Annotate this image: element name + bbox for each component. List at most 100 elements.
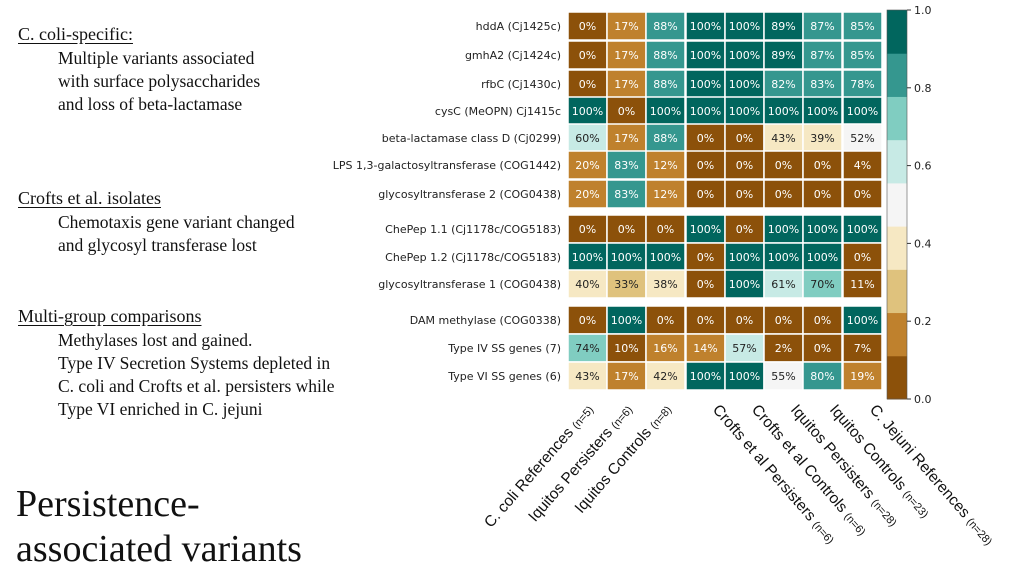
cell-value-label: 17% (614, 20, 638, 33)
heatmap-cell (567, 11, 608, 41)
row-label: hddA (Cj1425c) (476, 20, 561, 33)
cell-value-label: 33% (614, 278, 638, 291)
cell-value-label: 0% (814, 159, 831, 172)
heatmap-cell (567, 69, 608, 99)
cell-value-label: 17% (614, 49, 638, 62)
cell-value-label: 0% (697, 132, 714, 145)
cell-value-label: 0% (814, 314, 831, 327)
heatmap-cell (567, 96, 608, 126)
heatmap-cell (645, 96, 686, 126)
cell-value-label: 60% (575, 132, 599, 145)
cell-value-label: 52% (850, 132, 874, 145)
heatmap-cell (842, 69, 883, 99)
cell-value-label: 100% (768, 251, 799, 264)
cell-value-label: 100% (690, 78, 721, 91)
cell-value-label: 100% (807, 105, 838, 118)
heatmap-cell (724, 69, 765, 99)
cell-value-label: 12% (653, 159, 677, 172)
cell-value-label: 12% (653, 188, 677, 201)
cell-value-label: 100% (690, 370, 721, 383)
section-title-coli: C. coli-specific: (18, 24, 133, 44)
cell-value-label: 100% (729, 278, 760, 291)
cell-value-label: 2% (775, 342, 792, 355)
heatmap-cell (802, 96, 843, 126)
heatmap-cell (802, 123, 843, 153)
cell-value-label: 100% (847, 105, 878, 118)
cell-value-label: 100% (729, 20, 760, 33)
cell-value-label: 43% (575, 370, 599, 383)
section-title-multigroup: Multi-group comparisons (18, 306, 202, 326)
cell-value-label: 100% (650, 105, 681, 118)
cell-value-label: 83% (614, 159, 638, 172)
cell-value-label: 100% (572, 251, 603, 264)
cell-value-label: 100% (572, 105, 603, 118)
heatmap-cell (685, 11, 726, 41)
row-label: rfbC (Cj1430c) (481, 78, 561, 91)
cell-value-label: 0% (697, 314, 714, 327)
slide-title-line-1: Persistence- (16, 483, 200, 525)
cell-value-label: 17% (614, 370, 638, 383)
cell-value-label: 100% (729, 251, 760, 264)
cell-value-label: 0% (579, 78, 596, 91)
heatmap-cell (842, 214, 883, 244)
row-label: Type IV SS genes (7) (447, 342, 561, 355)
colorbar-frame (886, 9, 908, 400)
cell-value-label: 0% (775, 188, 792, 201)
cell-value-label: 0% (697, 188, 714, 201)
cell-value-label: 61% (771, 278, 795, 291)
cell-value-label: 100% (690, 105, 721, 118)
cell-value-label: 100% (768, 105, 799, 118)
heatmap-cell (724, 305, 765, 335)
cell-value-label: 14% (693, 342, 717, 355)
heatmap-cell (606, 150, 647, 180)
cell-value-label: 57% (732, 342, 756, 355)
row-label: ChePep 1.1 (Cj1178c/COG5183) (385, 223, 561, 236)
heatmap-cell (802, 11, 843, 41)
row-label: LPS 1,3-galactosyltransferase (COG1442) (333, 159, 561, 172)
cell-value-label: 42% (653, 370, 677, 383)
heatmap-cell (685, 150, 726, 180)
colorbar-tick-label: 1.0 (914, 4, 932, 17)
heatmap-cell (645, 305, 686, 335)
heatmap-cell (763, 214, 804, 244)
colorbar-tick-label: 0.0 (914, 393, 932, 406)
heatmap-cell (606, 11, 647, 41)
cell-value-label: 0% (736, 132, 753, 145)
cell-value-label: 0% (775, 159, 792, 172)
row-label: beta-lactamase class D (Cj0299) (382, 132, 561, 145)
colorbar-segment (887, 226, 907, 270)
cell-value-label: 38% (653, 278, 677, 291)
cell-value-label: 100% (729, 78, 760, 91)
heatmap-cell (842, 361, 883, 391)
cell-value-label: 70% (810, 278, 834, 291)
cell-value-label: 100% (807, 223, 838, 236)
cell-value-label: 100% (690, 49, 721, 62)
cell-value-label: 0% (579, 223, 596, 236)
section-line: Methylases lost and gained. (58, 330, 253, 350)
section-line: with surface polysaccharides (58, 71, 261, 91)
cell-value-label: 100% (847, 223, 878, 236)
heatmap-cell (724, 214, 765, 244)
heatmap-cell (645, 11, 686, 41)
cell-value-label: 100% (847, 314, 878, 327)
heatmap-cell (802, 361, 843, 391)
heatmap-cell (567, 269, 608, 299)
cell-value-label: 0% (657, 223, 674, 236)
heatmap-cell (802, 269, 843, 299)
heatmap-cell (842, 123, 883, 153)
row-label: glycosyltransferase 2 (COG0438) (378, 188, 561, 201)
cell-value-label: 85% (850, 20, 874, 33)
colorbar-tick-label: 0.4 (914, 237, 932, 250)
cell-value-label: 87% (810, 49, 834, 62)
cell-value-label: 100% (768, 223, 799, 236)
colorbar-tick-label: 0.6 (914, 160, 932, 173)
heatmap-cell (606, 333, 647, 363)
cell-value-label: 20% (575, 159, 599, 172)
heatmap-cell (724, 179, 765, 209)
colorbar-segment (887, 269, 907, 314)
cell-value-label: 100% (729, 105, 760, 118)
cell-value-label: 83% (810, 78, 834, 91)
cell-value-label: 7% (854, 342, 871, 355)
section-line: and loss of beta-lactamase (58, 94, 243, 114)
colorbar-segment (887, 355, 907, 400)
